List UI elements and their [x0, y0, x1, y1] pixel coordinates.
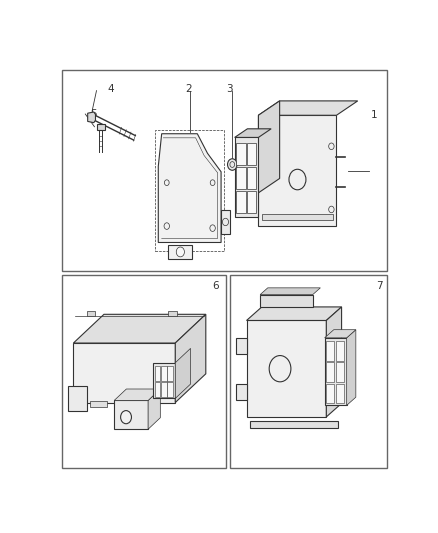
Circle shape: [176, 247, 184, 257]
Bar: [161, 366, 166, 381]
Bar: [155, 366, 160, 381]
Polygon shape: [258, 101, 279, 193]
Polygon shape: [114, 400, 148, 429]
Circle shape: [120, 410, 131, 424]
Polygon shape: [258, 115, 336, 226]
Polygon shape: [74, 343, 175, 402]
Polygon shape: [153, 363, 175, 399]
Bar: [230, 276, 387, 468]
Text: 6: 6: [213, 280, 219, 290]
Bar: [326, 362, 334, 382]
Polygon shape: [237, 384, 247, 400]
Polygon shape: [258, 101, 358, 115]
Polygon shape: [325, 330, 356, 338]
Bar: [237, 191, 246, 213]
Polygon shape: [68, 386, 87, 411]
Bar: [87, 311, 95, 316]
Bar: [336, 362, 344, 382]
Polygon shape: [74, 314, 206, 343]
Polygon shape: [235, 138, 258, 217]
Polygon shape: [247, 320, 326, 417]
Bar: [61, 70, 387, 271]
Bar: [61, 276, 226, 468]
Text: 3: 3: [226, 84, 233, 94]
Polygon shape: [260, 295, 313, 307]
Bar: [247, 143, 256, 165]
Polygon shape: [237, 338, 247, 354]
Bar: [262, 214, 333, 220]
Text: 2: 2: [186, 84, 192, 94]
Polygon shape: [114, 389, 160, 400]
Bar: [155, 130, 224, 251]
Circle shape: [227, 159, 237, 170]
Bar: [336, 384, 344, 403]
Polygon shape: [88, 112, 95, 123]
Polygon shape: [247, 307, 342, 320]
Bar: [247, 167, 256, 189]
Bar: [336, 341, 344, 361]
Bar: [96, 124, 105, 130]
Circle shape: [328, 143, 334, 150]
Circle shape: [328, 206, 334, 213]
Bar: [167, 382, 173, 397]
Circle shape: [269, 356, 291, 382]
Bar: [237, 167, 246, 189]
Polygon shape: [175, 349, 191, 399]
Text: 1: 1: [371, 110, 377, 120]
Bar: [247, 191, 256, 213]
Circle shape: [289, 169, 306, 190]
Polygon shape: [326, 307, 342, 417]
Bar: [161, 382, 166, 397]
Bar: [169, 311, 177, 316]
Bar: [237, 143, 246, 165]
Polygon shape: [169, 245, 192, 259]
Polygon shape: [148, 389, 160, 429]
Polygon shape: [235, 129, 271, 138]
Text: 4: 4: [107, 84, 114, 94]
Bar: [326, 384, 334, 403]
Text: 7: 7: [376, 280, 382, 290]
Polygon shape: [175, 314, 206, 402]
Text: 5: 5: [91, 109, 97, 119]
Polygon shape: [260, 288, 320, 295]
Bar: [167, 366, 173, 381]
Bar: [155, 382, 160, 397]
Polygon shape: [250, 421, 338, 429]
Polygon shape: [221, 209, 230, 235]
Polygon shape: [325, 338, 346, 405]
Bar: [326, 341, 334, 361]
Polygon shape: [158, 134, 221, 243]
Bar: [90, 401, 107, 407]
Polygon shape: [346, 330, 356, 405]
